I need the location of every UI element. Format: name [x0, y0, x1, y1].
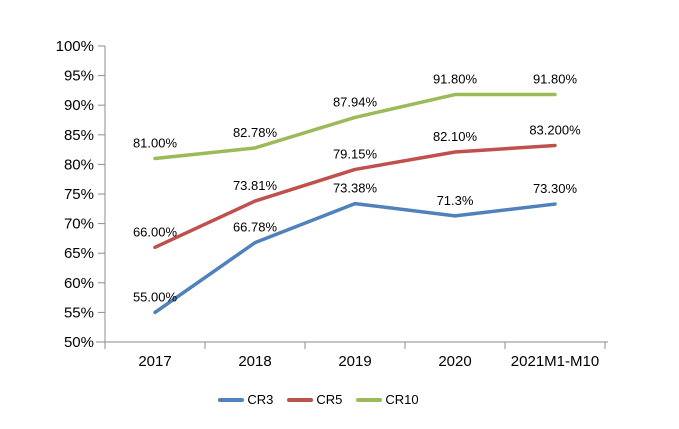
- y-tick-label: 85%: [64, 127, 94, 144]
- data-label-cr3: 55.00%: [133, 289, 178, 304]
- legend-item-cr3: CR3: [218, 392, 273, 407]
- data-label-cr3: 73.38%: [333, 181, 378, 196]
- x-axis-label: 2021M1-M10: [511, 353, 599, 370]
- data-label-cr5: 66.00%: [133, 224, 178, 239]
- series-line-cr10: [153, 92, 557, 161]
- y-tick-label: 65%: [64, 245, 94, 262]
- y-tick-label: 80%: [64, 156, 94, 173]
- data-label-cr5: 82.10%: [433, 129, 478, 144]
- data-label-cr3: 71.3%: [437, 193, 474, 208]
- data-label-cr10: 91.80%: [533, 72, 578, 87]
- y-tick-label: 90%: [64, 97, 94, 114]
- x-axis-label: 2017: [138, 353, 171, 370]
- data-label-cr5: 79.15%: [333, 146, 378, 161]
- y-tick-label: 100%: [56, 38, 94, 55]
- data-label-cr3: 66.78%: [233, 220, 278, 235]
- legend-swatch-cr3: [218, 397, 245, 402]
- legend-swatch-cr10: [356, 397, 383, 402]
- y-tick-label: 95%: [64, 68, 94, 85]
- data-label-cr10: 82.78%: [233, 125, 278, 140]
- legend-item-cr5: CR5: [287, 392, 342, 407]
- y-tick-label: 75%: [64, 186, 94, 203]
- data-label-cr5: 73.81%: [233, 178, 278, 193]
- y-tick-label: 55%: [64, 304, 94, 321]
- series-line-cr3: [153, 201, 557, 315]
- x-axis-label: 2020: [438, 353, 471, 370]
- y-tick-label: 50%: [64, 334, 94, 351]
- legend-swatch-cr5: [287, 397, 314, 402]
- data-label-cr10: 81.00%: [133, 135, 178, 150]
- data-label-cr10: 91.80%: [433, 72, 478, 87]
- legend: CR3 CR5 CR10: [0, 392, 658, 407]
- legend-label: CR10: [385, 392, 419, 407]
- x-axis-label: 2018: [238, 353, 271, 370]
- legend-item-cr10: CR10: [356, 392, 419, 407]
- legend-label: CR5: [316, 392, 343, 407]
- data-label-cr3: 73.30%: [533, 181, 578, 196]
- data-label-cr5: 83.200%: [529, 122, 581, 137]
- legend-label: CR3: [247, 392, 274, 407]
- data-label-cr10: 87.94%: [333, 94, 378, 109]
- y-tick-label: 70%: [64, 216, 94, 233]
- x-axis-label: 2019: [338, 353, 371, 370]
- y-tick-label: 60%: [64, 275, 94, 292]
- series-line-cr5: [153, 143, 557, 250]
